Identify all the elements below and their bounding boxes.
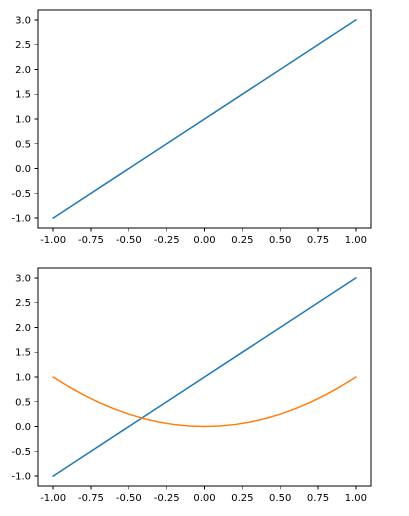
bottom-chart-y-tick-label: 0.0 — [15, 422, 31, 433]
top-chart-y-tick-label: 2.5 — [15, 40, 31, 51]
bottom-chart-y-tick-label: -0.5 — [11, 447, 31, 458]
top-chart-x-tick-label: 0.50 — [269, 235, 291, 246]
bottom-chart-y-tick-label: 3.0 — [15, 273, 31, 284]
top-chart-y-axis: -1.0 -0.5 0.0 0.5 1.0 1.5 2.0 2.5 3.0 — [11, 15, 38, 225]
bottom-chart-series-layer — [52, 276, 357, 478]
top-chart-series-layer — [52, 18, 357, 220]
bottom-chart-x-tick-label: 0.25 — [231, 493, 253, 504]
bottom-chart: -1.00 -0.75 -0.50 -0.25 0.00 0.25 0.50 0.75 1.00… — [11, 267, 372, 504]
top-chart-x-tick-label: 0.25 — [231, 235, 253, 246]
bottom-chart-y-tick-label: -1.0 — [11, 472, 31, 483]
bottom-chart-x-tick-label: -1.00 — [40, 493, 66, 504]
top-chart-y-tick-label: 1.5 — [15, 90, 31, 101]
bottom-chart-x-tick-label: -0.25 — [154, 493, 180, 504]
top-chart-y-tick-label: 3.0 — [15, 15, 31, 26]
top-chart-y-tick-label: -0.5 — [11, 189, 31, 200]
bottom-chart-y-axis: -1.0 -0.5 0.0 0.5 1.0 1.5 2.0 2.5 3.0 — [11, 273, 38, 483]
top-chart-series-1-line — [52, 18, 357, 220]
top-chart-x-tick-label: 0.75 — [307, 235, 329, 246]
bottom-chart-y-tick-label: 2.0 — [15, 323, 31, 334]
top-chart: -1.00 -0.75 -0.50 -0.25 0.00 0.25 0.50 0.75 1.00… — [11, 9, 372, 246]
bottom-chart-x-tick-label: 0.00 — [193, 493, 215, 504]
top-chart-y-tick-label: 0.5 — [15, 139, 31, 150]
bottom-chart-x-tick-label: -0.75 — [78, 493, 104, 504]
bottom-chart-x-tick-label: 0.75 — [307, 493, 329, 504]
top-chart-x-tick-label: 0.00 — [193, 235, 215, 246]
bottom-chart-series-2-line — [52, 375, 357, 428]
top-chart-x-tick-label: -0.75 — [78, 235, 104, 246]
top-chart-y-tick-label: 2.0 — [15, 65, 31, 76]
bottom-chart-y-tick-label: 2.5 — [15, 298, 31, 309]
bottom-chart-x-axis: -1.00 -0.75 -0.50 -0.25 0.00 0.25 0.50 0.75 1.00 — [40, 486, 367, 504]
top-chart-y-tick-label: -1.0 — [11, 214, 31, 225]
top-chart-x-axis: -1.00 -0.75 -0.50 -0.25 0.00 0.25 0.50 0.75 1.00 — [40, 228, 367, 246]
bottom-chart-y-tick-label: 0.5 — [15, 397, 31, 408]
bottom-chart-x-tick-label: -0.50 — [116, 493, 142, 504]
top-chart-x-tick-label: -0.50 — [116, 235, 142, 246]
top-chart-x-tick-label: 1.00 — [345, 235, 367, 246]
top-chart-y-tick-label: 1.0 — [15, 115, 31, 126]
bottom-chart-y-tick-label: 1.5 — [15, 348, 31, 359]
top-chart-x-tick-label: -1.00 — [40, 235, 66, 246]
bottom-chart-y-tick-label: 1.0 — [15, 373, 31, 384]
bottom-chart-x-tick-label: 1.00 — [345, 493, 367, 504]
top-chart-y-tick-label: 0.0 — [15, 164, 31, 175]
bottom-chart-series-1-line — [52, 276, 357, 478]
top-chart-x-tick-label: -0.25 — [154, 235, 180, 246]
bottom-chart-x-tick-label: 0.50 — [269, 493, 291, 504]
